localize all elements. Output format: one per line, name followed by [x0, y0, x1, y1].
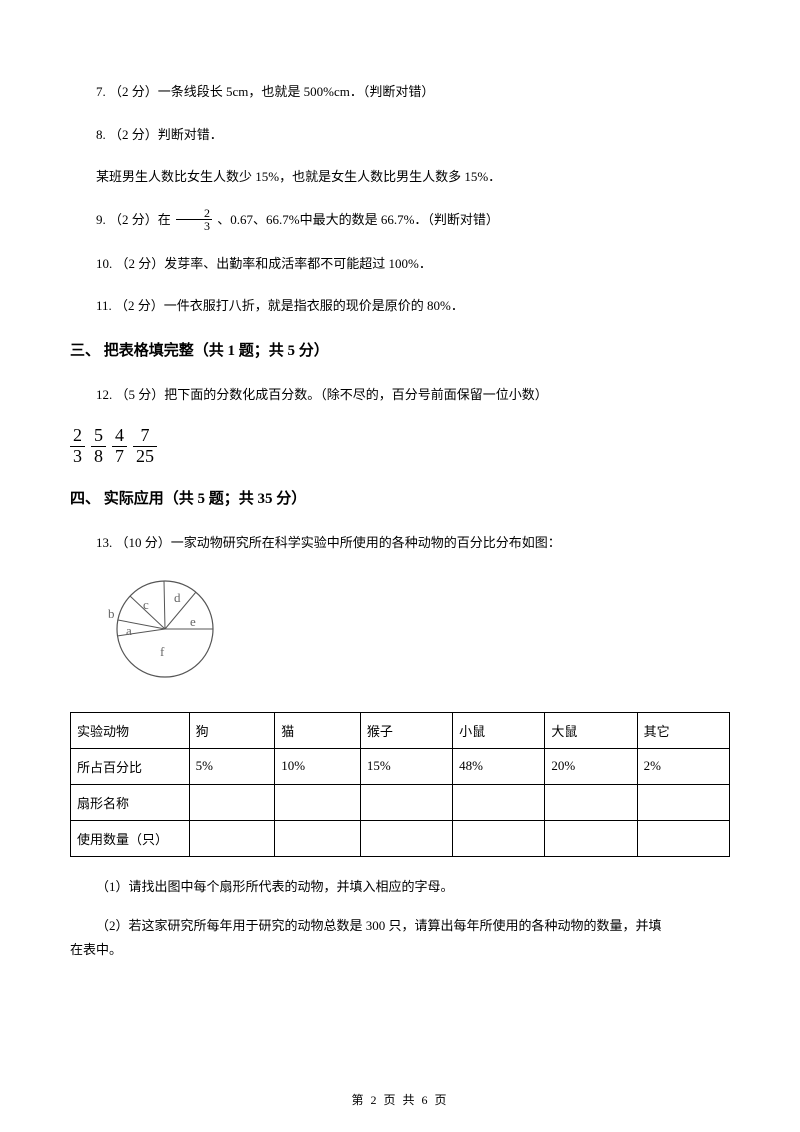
- table-cell-empty: [275, 820, 361, 856]
- question-11: 11. （2 分）一件衣服打八折，就是指衣服的现价是原价的 80%．: [70, 294, 730, 319]
- q13-2-line1: （2）若这家研究所每年用于研究的动物总数是 300 只，请算出每年所使用的各种动…: [70, 914, 730, 939]
- section-3-heading: 三、 把表格填完整（共 1 题；共 5 分）: [70, 337, 730, 366]
- fraction-denominator: 7: [112, 447, 127, 467]
- table-cell: 所占百分比: [71, 748, 190, 784]
- table-header-cell: 实验动物: [71, 712, 190, 748]
- fraction-row: 23 58 47 725: [70, 426, 730, 467]
- question-12: 12. （5 分）把下面的分数化成百分数。（除不尽的，百分号前面保留一位小数）: [70, 383, 730, 408]
- fraction-item: 23: [70, 426, 85, 467]
- table-row: 扇形名称: [71, 784, 730, 820]
- table-cell-empty: [189, 784, 275, 820]
- table-cell-empty: [545, 784, 637, 820]
- pie-label-f: f: [160, 644, 165, 659]
- fraction-numerator: 2: [70, 426, 85, 447]
- table-header-cell: 其它: [637, 712, 729, 748]
- table-row: 所占百分比 5% 10% 15% 48% 20% 2%: [71, 748, 730, 784]
- table-header-cell: 大鼠: [545, 712, 637, 748]
- pie-divider: [117, 629, 165, 636]
- fraction-item: 47: [112, 426, 127, 467]
- fraction-item: 725: [133, 426, 157, 467]
- table-cell-empty: [189, 820, 275, 856]
- table-cell: 使用数量（只）: [71, 820, 190, 856]
- table-cell: 48%: [453, 748, 545, 784]
- section-4-heading: 四、 实际应用（共 5 题；共 35 分）: [70, 485, 730, 514]
- fraction-denominator: 3: [176, 220, 212, 232]
- table-cell-empty: [360, 784, 452, 820]
- table-row: 使用数量（只）: [71, 820, 730, 856]
- pie-divider: [164, 581, 165, 629]
- fraction-denominator: 25: [133, 447, 157, 467]
- table-header-cell: 猴子: [360, 712, 452, 748]
- table-row: 实验动物 狗 猫 猴子 小鼠 大鼠 其它: [71, 712, 730, 748]
- table-cell: 5%: [189, 748, 275, 784]
- question-9: 9. （2 分）在 23 、0.67、66.7%中最大的数是 66.7%．（判断…: [70, 208, 730, 234]
- data-table: 实验动物 狗 猫 猴子 小鼠 大鼠 其它 所占百分比 5% 10% 15% 48…: [70, 712, 730, 857]
- fraction-denominator: 3: [70, 447, 85, 467]
- page-footer: 第 2 页 共 6 页: [0, 1091, 800, 1108]
- fraction-item: 58: [91, 426, 106, 467]
- question-13-1: （1）请找出图中每个扇形所代表的动物，并填入相应的字母。: [70, 875, 730, 900]
- table-cell-empty: [637, 784, 729, 820]
- q9-post: 、0.67、66.7%中最大的数是 66.7%．（判断对错）: [214, 212, 499, 227]
- question-8-body: 某班男生人数比女生人数少 15%，也就是女生人数比男生人数多 15%．: [70, 165, 730, 190]
- table-cell-empty: [360, 820, 452, 856]
- table-cell: 15%: [360, 748, 452, 784]
- pie-label-d: d: [174, 590, 181, 605]
- pie-label-b: b: [108, 606, 115, 621]
- question-7: 7. （2 分）一条线段长 5cm，也就是 500%cm．（判断对错）: [70, 80, 730, 105]
- table-header-cell: 猫: [275, 712, 361, 748]
- table-cell: 20%: [545, 748, 637, 784]
- q13-2-line2: 在表中。: [70, 942, 122, 957]
- table-cell: 10%: [275, 748, 361, 784]
- pie-label-a: a: [126, 623, 132, 638]
- table-cell-empty: [453, 784, 545, 820]
- table-cell: 2%: [637, 748, 729, 784]
- pie-chart: a b c d e f: [70, 574, 730, 694]
- table-header-cell: 狗: [189, 712, 275, 748]
- table-header-cell: 小鼠: [453, 712, 545, 748]
- fraction-numerator: 4: [112, 426, 127, 447]
- table-cell-empty: [453, 820, 545, 856]
- fraction-numerator: 2: [176, 207, 212, 220]
- fraction-numerator: 5: [91, 426, 106, 447]
- table-cell-empty: [545, 820, 637, 856]
- table-cell-empty: [275, 784, 361, 820]
- pie-label-c: c: [143, 597, 149, 612]
- pie-chart-svg: a b c d e f: [70, 574, 270, 689]
- question-13-2: （2）若这家研究所每年用于研究的动物总数是 300 只，请算出每年所使用的各种动…: [70, 914, 730, 963]
- pie-label-e: e: [190, 614, 196, 629]
- fraction-denominator: 8: [91, 447, 106, 467]
- fraction-2-3: 23: [176, 207, 212, 232]
- table-cell-empty: [637, 820, 729, 856]
- question-8-head: 8. （2 分）判断对错．: [70, 123, 730, 148]
- question-13: 13. （10 分）一家动物研究所在科学实验中所使用的各种动物的百分比分布如图：: [70, 531, 730, 556]
- table-cell: 扇形名称: [71, 784, 190, 820]
- fraction-numerator: 7: [133, 426, 157, 447]
- q9-pre: 9. （2 分）在: [96, 212, 174, 227]
- question-10: 10. （2 分）发芽率、出勤率和成活率都不可能超过 100%．: [70, 252, 730, 277]
